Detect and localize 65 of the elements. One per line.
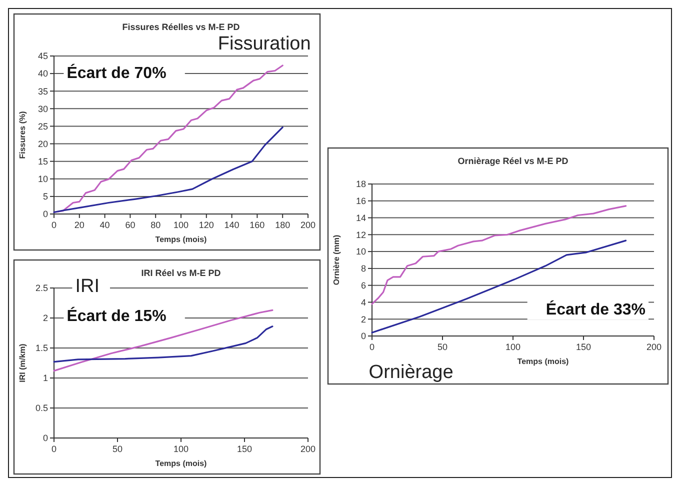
- x-tick-label: 150: [236, 444, 252, 454]
- y-tick-label: 45: [38, 51, 48, 62]
- x-tick-label: 100: [173, 444, 189, 454]
- y-tick-label: 6: [360, 280, 366, 290]
- x-tick-label: 0: [51, 220, 57, 230]
- x-tick-label: 40: [100, 220, 110, 230]
- text: Ornièrage: [368, 362, 454, 384]
- y-tick-label: 14: [356, 212, 366, 223]
- x-tick-label: 180: [275, 220, 290, 230]
- x-tick-label: 200: [300, 444, 316, 454]
- y-axis-title: Ornière (mm): [332, 234, 341, 286]
- x-tick-label: 80: [150, 220, 161, 230]
- y-tick-label: 1: [42, 373, 48, 384]
- chart-title: Ornièrage Réel vs M-E PD: [458, 156, 569, 166]
- y-tick-label: 2.5: [35, 283, 48, 294]
- annotation: Écart de 33%: [546, 300, 646, 319]
- y-tick-label: 35: [38, 86, 48, 96]
- x-tick-label: 100: [505, 342, 521, 352]
- y-tick-label: 16: [356, 196, 366, 206]
- y-tick-label: 10: [38, 174, 48, 184]
- y-tick-label: 12: [356, 230, 366, 240]
- y-tick-label: 8: [360, 264, 366, 274]
- y-tick-label: 30: [38, 104, 48, 114]
- x-tick-label: 0: [51, 444, 57, 454]
- y-tick-label: 4: [360, 297, 366, 308]
- y-tick-label: 25: [38, 121, 48, 132]
- y-axis-title: Fissures (%): [18, 110, 27, 159]
- chart-title: IRI Réel vs M-E PD: [141, 268, 222, 278]
- y-axis-title: IRI (m/km): [18, 343, 27, 382]
- y-tick-label: 0.5: [35, 403, 48, 414]
- x-tick-label: 150: [576, 342, 592, 352]
- x-tick-label: 0: [369, 342, 375, 352]
- y-tick-label: 10: [356, 246, 366, 257]
- y-tick-label: 0: [42, 209, 48, 220]
- line-series: [53, 126, 284, 214]
- y-tick-label: 0: [42, 433, 48, 444]
- y-tick-label: 15: [38, 156, 48, 166]
- y-tick-label: 1.5: [35, 343, 48, 354]
- text: Fissuration: [218, 33, 311, 54]
- x-tick-label: 50: [112, 444, 123, 454]
- x-axis-title: Temps (mois): [517, 357, 570, 366]
- y-tick-label: 20: [38, 138, 48, 149]
- x-tick-label: 100: [173, 220, 189, 230]
- annotation: IRI: [75, 276, 100, 298]
- x-tick-label: 140: [224, 220, 240, 230]
- annotation: Écart de 15%: [66, 306, 166, 325]
- y-tick-label: 18: [356, 179, 366, 190]
- x-tick-label: 120: [198, 220, 214, 230]
- y-tick-label: 40: [38, 68, 48, 79]
- x-tick-label: 160: [250, 220, 265, 230]
- y-tick-label: 2: [42, 313, 48, 324]
- x-axis-title: Temps (mois): [155, 235, 208, 244]
- y-tick-label: 2: [360, 314, 366, 324]
- chart-title: Fissures Réelles vs M-E PD: [122, 22, 240, 32]
- x-axis-title: Temps (mois): [155, 459, 208, 468]
- line-series: [53, 64, 284, 214]
- line-series: [53, 326, 274, 363]
- x-tick-label: 60: [125, 220, 136, 230]
- y-tick-label: 0: [360, 331, 366, 342]
- y-tick-label: 5: [42, 192, 48, 202]
- x-tick-label: 200: [300, 220, 316, 230]
- annotation: Écart de 70%: [66, 63, 166, 82]
- x-tick-label: 50: [437, 342, 448, 352]
- x-tick-label: 200: [646, 342, 662, 352]
- x-tick-label: 20: [74, 220, 84, 230]
